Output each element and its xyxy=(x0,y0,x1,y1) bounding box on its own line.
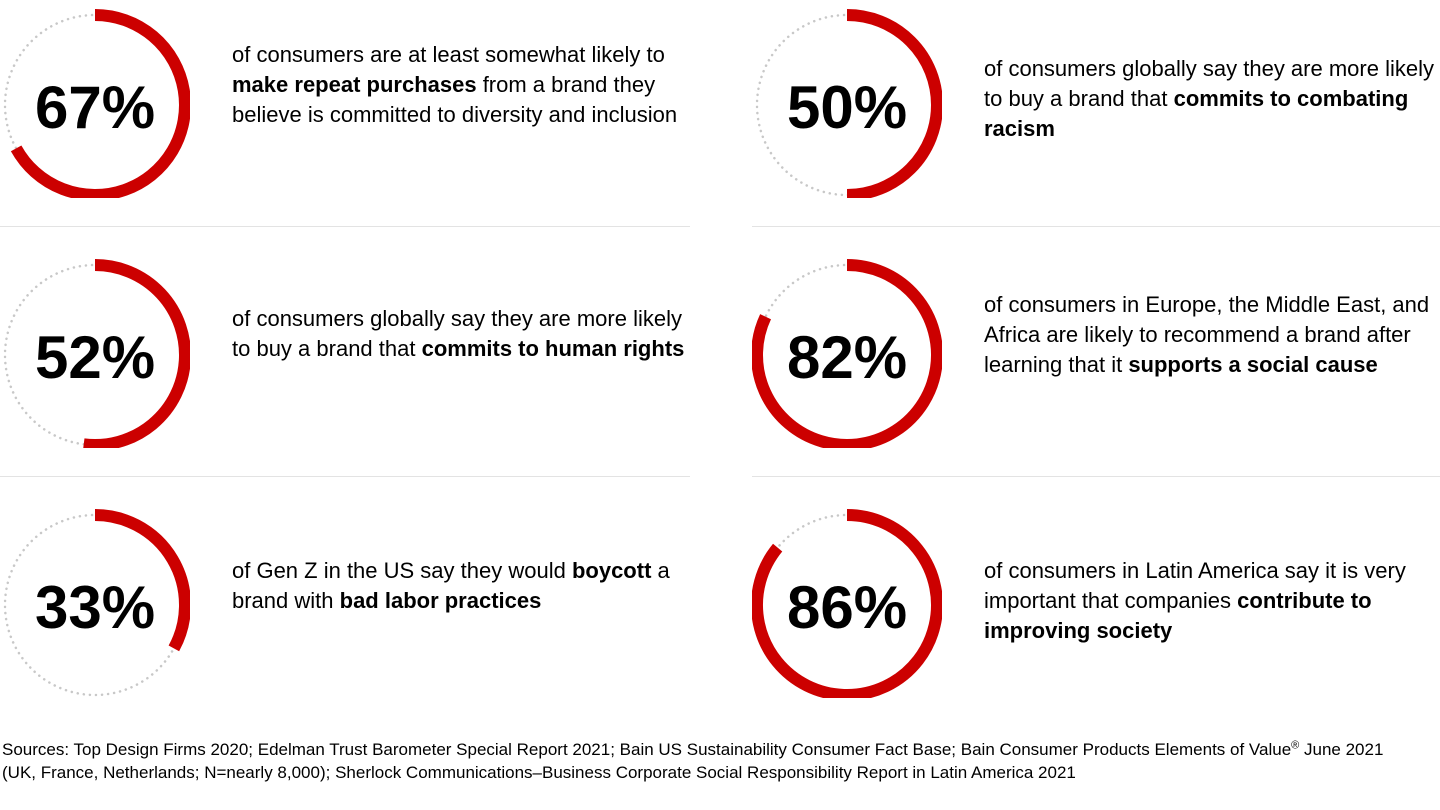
stat-card-improving-society: 86% of consumers in Latin America say it… xyxy=(752,500,1440,750)
desc-text: of consumers are at least somewhat likel… xyxy=(232,42,665,67)
desc-text: of Gen Z in the US say they would xyxy=(232,558,572,583)
desc-text: of consumers in Latin America say it is … xyxy=(984,558,1406,613)
stat-card-social-cause: 82% of consumers in Europe, the Middle E… xyxy=(752,250,1440,500)
stat-description: of consumers globally say they are more … xyxy=(984,54,1440,144)
stat-description: of consumers globally say they are more … xyxy=(232,304,692,364)
stat-ring-combating-racism: 50% xyxy=(755,9,942,198)
sources-text: Sources: Top Design Firms 2020; Edelman … xyxy=(2,740,1292,759)
stat-value: 86% xyxy=(787,574,907,641)
desc-highlight: make repeat purchases xyxy=(232,72,477,97)
desc-text: of consumers in Europe, the Middle East,… xyxy=(984,292,1430,377)
stat-ring-human-rights: 52% xyxy=(3,259,190,448)
ring-progress-arc xyxy=(83,259,190,448)
desc-text-mid: a brand with xyxy=(232,558,670,613)
desc-highlight: supports a social cause xyxy=(1128,352,1378,377)
desc-highlight: boycott xyxy=(571,558,652,583)
stat-ring-repeat-purchases: 67% xyxy=(3,9,190,198)
stat-value: 33% xyxy=(35,574,155,641)
row-divider xyxy=(752,226,1440,227)
stat-value: 52% xyxy=(35,324,155,391)
stat-value: 82% xyxy=(787,324,907,391)
stat-card-boycott: 33% of Gen Z in the US say they would bo… xyxy=(0,500,690,750)
stat-ring-social-cause: 82% xyxy=(752,259,942,448)
desc-highlight: commits to combating racism xyxy=(984,86,1409,141)
desc-text: of consumers globally say they are more … xyxy=(232,306,682,361)
stat-description: of consumers in Europe, the Middle East,… xyxy=(984,290,1440,380)
row-divider xyxy=(752,476,1440,477)
stat-description: of Gen Z in the US say they would boycot… xyxy=(232,556,692,616)
stat-card-human-rights: 52% of consumers globally say they are m… xyxy=(0,250,690,500)
sources-footnote: Sources: Top Design Firms 2020; Edelman … xyxy=(2,738,1422,784)
registered-mark: ® xyxy=(1291,739,1300,752)
desc-highlight-2: bad labor practices xyxy=(339,588,542,613)
ring-progress-arc xyxy=(94,509,190,652)
desc-highlight: commits to human rights xyxy=(421,336,685,361)
desc-highlight: contribute to improving society xyxy=(984,588,1372,643)
stat-card-repeat-purchases: 67% of consumers are at least somewhat l… xyxy=(0,0,690,250)
stat-ring-boycott: 33% xyxy=(3,509,190,697)
stat-card-combating-racism: 50% of consumers globally say they are m… xyxy=(752,0,1440,250)
row-divider xyxy=(0,476,690,477)
stat-description: of consumers in Latin America say it is … xyxy=(984,556,1440,646)
ring-progress-arc xyxy=(752,259,942,448)
stat-description: of consumers are at least somewhat likel… xyxy=(232,40,692,130)
row-divider xyxy=(0,226,690,227)
ring-progress-arc xyxy=(752,509,942,698)
stat-value: 50% xyxy=(787,74,907,141)
desc-text-end: from a brand they believe is committed t… xyxy=(232,72,678,127)
sources-text-end: June 2021 (UK, France, Netherlands; N=ne… xyxy=(2,740,1384,782)
ring-progress-arc xyxy=(10,9,190,198)
ring-progress-arc xyxy=(846,9,942,198)
desc-text: of consumers globally say they are more … xyxy=(984,56,1434,111)
stat-value: 67% xyxy=(35,74,155,141)
stat-ring-improving-society: 86% xyxy=(752,509,942,698)
